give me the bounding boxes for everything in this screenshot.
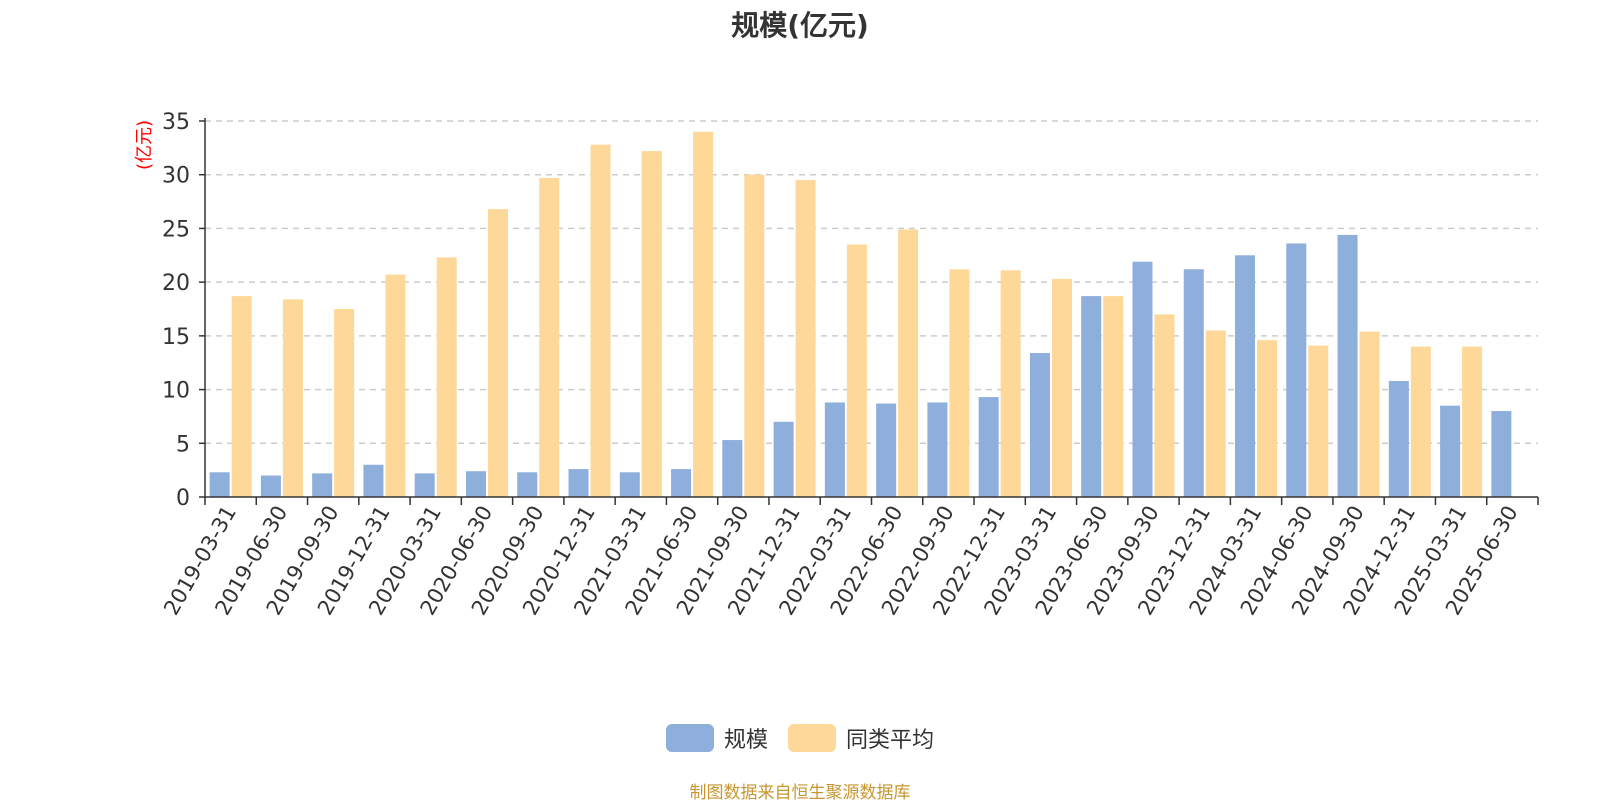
- bar-scale[interactable]: [312, 473, 333, 497]
- bar-scale[interactable]: [465, 471, 486, 497]
- bar-scale[interactable]: [209, 472, 230, 497]
- legend: 规模 同类平均: [0, 722, 1600, 754]
- bar-average[interactable]: [1257, 340, 1278, 497]
- y-axis-label: (亿元): [134, 120, 155, 170]
- bar-average[interactable]: [1410, 346, 1431, 497]
- bar-average[interactable]: [1359, 331, 1380, 497]
- bar-average[interactable]: [949, 269, 970, 497]
- bar-average[interactable]: [1154, 314, 1175, 497]
- legend-swatch-average: [788, 724, 836, 752]
- bar-scale[interactable]: [1286, 243, 1307, 497]
- legend-label-scale: 规模: [723, 728, 768, 753]
- bar-average[interactable]: [487, 209, 508, 497]
- bar-scale[interactable]: [619, 472, 640, 497]
- bars: [209, 131, 1512, 498]
- bar-scale[interactable]: [1235, 255, 1256, 497]
- bar-scale[interactable]: [1491, 411, 1512, 497]
- bar-scale[interactable]: [1029, 353, 1050, 497]
- bar-scale[interactable]: [1081, 296, 1102, 497]
- bar-average[interactable]: [693, 131, 714, 497]
- y-tick-label: 15: [162, 325, 190, 350]
- bar-scale[interactable]: [1337, 234, 1358, 498]
- bar-average[interactable]: [334, 309, 355, 497]
- y-tick-label: 20: [162, 271, 190, 296]
- bar-average[interactable]: [590, 144, 611, 498]
- bar-average[interactable]: [1051, 278, 1072, 497]
- bar-average[interactable]: [898, 229, 919, 497]
- bar-scale[interactable]: [1183, 269, 1204, 497]
- y-tick-label: 0: [176, 486, 190, 511]
- gridlines: [205, 120, 1538, 445]
- bar-average[interactable]: [1205, 330, 1226, 497]
- y-tick-label: 10: [162, 379, 190, 404]
- bar-scale[interactable]: [363, 464, 384, 497]
- bar-average[interactable]: [795, 180, 816, 498]
- bar-scale[interactable]: [824, 402, 845, 497]
- legend-item-average[interactable]: 同类平均: [788, 722, 934, 754]
- bar-scale[interactable]: [1440, 405, 1461, 497]
- legend-item-scale[interactable]: 规模: [665, 722, 768, 754]
- bar-scale[interactable]: [978, 397, 999, 497]
- y-tick-label: 25: [162, 217, 190, 242]
- legend-label-average: 同类平均: [846, 728, 935, 753]
- bar-average[interactable]: [744, 174, 765, 497]
- bar-scale[interactable]: [568, 469, 589, 497]
- legend-swatch-scale: [665, 724, 714, 752]
- bar-average[interactable]: [1103, 296, 1124, 497]
- bar-scale[interactable]: [260, 475, 281, 497]
- bar-scale[interactable]: [1132, 261, 1153, 497]
- bar-average[interactable]: [1462, 346, 1483, 497]
- bar-scale[interactable]: [1388, 380, 1409, 497]
- bar-scale[interactable]: [517, 472, 538, 497]
- bar-average[interactable]: [641, 151, 662, 497]
- y-tick-label: 30: [162, 164, 190, 189]
- bar-scale[interactable]: [876, 403, 897, 497]
- source-note: 制图数据来自恒生聚源数据库: [689, 783, 911, 803]
- bar-average[interactable]: [539, 177, 560, 498]
- bar-scale[interactable]: [773, 421, 794, 497]
- bar-average[interactable]: [282, 299, 303, 497]
- bar-scale[interactable]: [927, 402, 948, 497]
- bar-average[interactable]: [1000, 270, 1021, 497]
- bar-average[interactable]: [1308, 345, 1329, 497]
- bar-average[interactable]: [436, 257, 457, 497]
- bar-scale[interactable]: [414, 473, 435, 497]
- y-tick-label: 35: [162, 110, 190, 135]
- bar-average[interactable]: [846, 244, 867, 497]
- bar-average[interactable]: [385, 274, 406, 497]
- bar-average[interactable]: [231, 296, 252, 497]
- bar-scale[interactable]: [671, 469, 692, 497]
- bar-scale[interactable]: [722, 440, 743, 497]
- chart-title: 规模(亿元): [731, 9, 869, 42]
- y-tick-label: 5: [176, 432, 190, 457]
